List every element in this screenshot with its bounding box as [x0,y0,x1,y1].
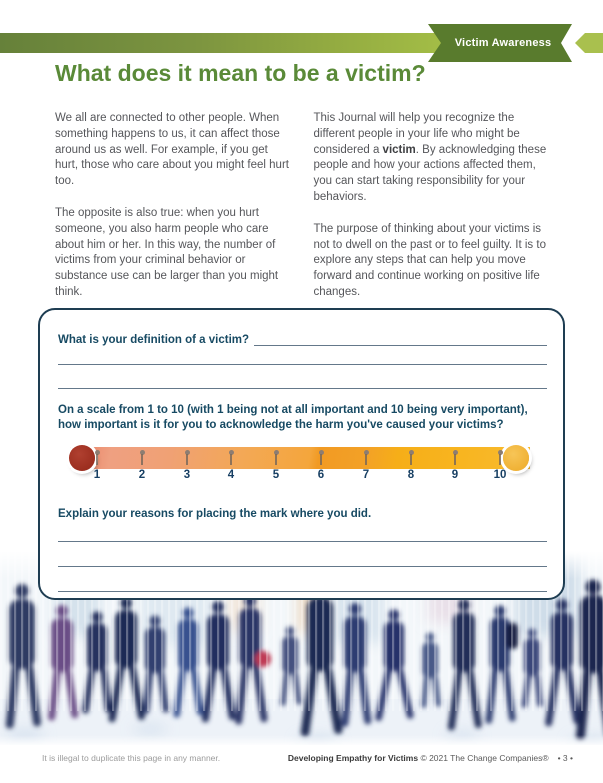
chapter-tab-label: Victim Awareness [454,37,552,49]
book-title: Developing Empathy for Victims [287,753,419,763]
intro-bold-victim: victim [382,143,416,156]
pin-icon [318,450,324,465]
scale-number: 5 [272,469,280,481]
page-title: What does it mean to be a victim? [55,60,426,86]
footer-credit: Developing Empathy for Victims © 2021 Th… [288,753,573,763]
question-1-label: What is your definition of a victim? [58,334,250,346]
intro-text-span: . By acknowledging these people and how … [313,143,547,203]
intro-text: We all are connected to other people. Wh… [55,111,549,301]
scale-number: 7 [362,469,370,481]
pin-icon [452,450,458,465]
scale-tick: 6 [308,450,334,481]
answer-line[interactable] [58,541,547,542]
scale-tick: 8 [398,450,424,481]
pin-icon [497,450,503,465]
intro-text-span: This Journal will help you recognize the… [313,112,520,156]
pin-icon [273,450,279,465]
question-2-label: On a scale from 1 to 10 (with 1 being no… [58,404,528,431]
scale-tick: 7 [353,450,379,481]
scale-tick: 4 [218,450,244,481]
scale-tick: 10 [487,450,513,481]
scale-tick: 2 [129,450,155,481]
chapter-tab: Victim Awareness [428,24,572,62]
intro-paragraph: The purpose of thinking about your victi… [313,222,546,298]
scale-tick: 1 [84,450,110,481]
question-1-row: What is your definition of a victim? [58,332,547,346]
header-band [0,33,443,53]
copyright-text: © 2021 The Change Companies® [418,753,549,763]
scale-number: 4 [227,469,235,481]
pin-icon [184,450,190,465]
scale-number: 2 [138,469,146,481]
worksheet-panel: What is your definition of a victim? On … [38,308,565,600]
scale-number: 3 [183,469,191,481]
answer-line[interactable] [58,364,547,365]
importance-scale: 1 2 3 4 5 6 7 8 9 10 [56,441,536,493]
answer-line[interactable] [58,591,547,592]
pin-icon [408,450,414,465]
pin-icon [94,450,100,465]
scale-number: 6 [317,469,325,481]
intro-column-left: We all are connected to other people. Wh… [55,111,291,301]
answer-line[interactable] [254,332,547,346]
scale-tick: 9 [442,450,468,481]
intro-column-right: This Journal will help you recognize the… [314,111,550,301]
question-3-label: Explain your reasons for placing the mar… [58,508,372,520]
scale-number: 9 [451,469,459,481]
scale-tick: 5 [263,450,289,481]
intro-paragraph: This Journal will help you recognize the… [314,111,550,206]
pin-icon [228,450,234,465]
intro-paragraph: The opposite is also true: when you hurt… [55,206,279,298]
scale-number: 1 [93,469,101,481]
pin-icon [139,450,145,465]
answer-line[interactable] [58,566,547,567]
scale-number: 8 [407,469,415,481]
scale-left-knob[interactable] [69,445,95,471]
duplication-notice: It is illegal to duplicate this page in … [42,753,221,763]
scale-number: 10 [493,469,507,481]
scale-tick: 3 [174,450,200,481]
header-band-arrow-tail [575,33,603,53]
page-number: • 3 • [557,753,573,763]
pin-icon [363,450,369,465]
scale-right-knob[interactable] [503,445,529,471]
intro-paragraph: We all are connected to other people. Wh… [55,112,289,188]
answer-line[interactable] [58,388,547,389]
